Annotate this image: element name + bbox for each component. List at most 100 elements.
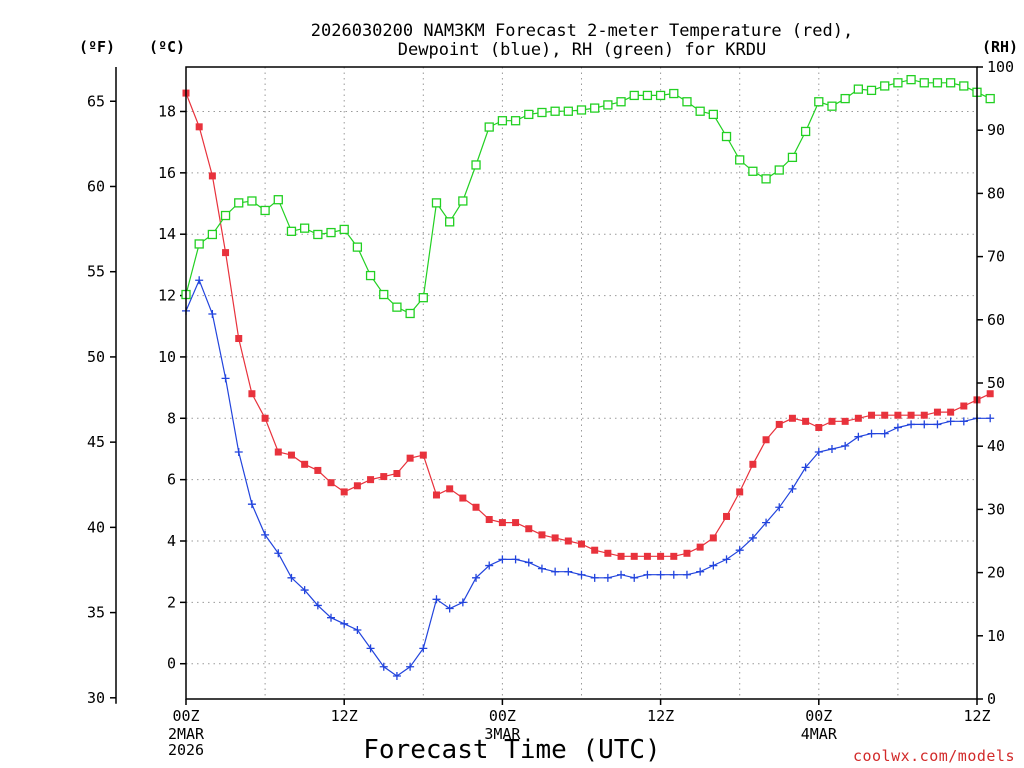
2-meter-temperature-point xyxy=(736,488,744,496)
2-meter-temperature-point xyxy=(591,546,599,554)
celsius-tick-label: 12 xyxy=(158,287,176,305)
rh-point xyxy=(629,90,639,101)
dewpoint-point xyxy=(788,484,797,493)
2-meter-temperature-point xyxy=(986,390,994,398)
rh-point xyxy=(761,174,771,184)
2-meter-temperature-point xyxy=(815,423,823,431)
2-meter-temperature-point xyxy=(828,417,836,425)
dewpoint-point xyxy=(313,601,322,610)
fahrenheit-tick-label: 50 xyxy=(87,348,105,366)
celsius-tick-label: 18 xyxy=(158,102,176,120)
dewpoint-point xyxy=(630,573,639,582)
2-meter-temperature-point xyxy=(696,543,704,551)
2-meter-temperature-point xyxy=(920,411,928,419)
plot-frame xyxy=(185,66,978,700)
dewpoint-point xyxy=(920,420,929,429)
2-meter-temperature-point xyxy=(235,335,243,343)
2-meter-temperature-line xyxy=(185,92,991,557)
rh-tick-label: 60 xyxy=(987,311,1005,329)
time-tick-label: 00Z xyxy=(172,707,199,725)
2-meter-temperature-point xyxy=(406,454,414,462)
time-tick-label: 00Z xyxy=(489,707,516,725)
2-meter-temperature-point xyxy=(340,488,348,496)
rh-point xyxy=(484,122,494,132)
dewpoint-point xyxy=(327,613,336,622)
dewpoint-point xyxy=(669,570,678,579)
rh-point xyxy=(445,217,455,227)
rh-point xyxy=(616,97,626,107)
dewpoint-point xyxy=(379,662,388,671)
2-meter-temperature-point xyxy=(788,414,796,422)
2-meter-temperature-point xyxy=(723,512,731,520)
rh-point xyxy=(418,293,428,303)
rh-point xyxy=(800,126,811,137)
dewpoint-point xyxy=(748,533,757,542)
2-meter-temperature-point xyxy=(459,494,467,502)
2-meter-temperature-point xyxy=(274,448,282,456)
dewpoint-point xyxy=(946,417,955,426)
dewpoint-point xyxy=(709,561,718,570)
2-meter-temperature-point xyxy=(261,414,269,422)
2-meter-temperature-point xyxy=(287,451,295,459)
2-meter-temperature-point xyxy=(314,466,322,474)
dewpoint-point xyxy=(564,567,573,576)
rh-point xyxy=(590,103,600,113)
fahrenheit-tick-label: 45 xyxy=(87,433,105,451)
2-meter-temperature-point xyxy=(195,123,203,131)
rh-point xyxy=(234,198,244,208)
rh-point xyxy=(524,109,534,120)
2-meter-temperature-point xyxy=(933,408,941,416)
2-meter-temperature-point xyxy=(301,460,309,468)
rh-tick-label: 0 xyxy=(987,690,996,708)
dewpoint-point xyxy=(762,518,771,527)
dewpoint-point xyxy=(485,561,494,570)
fahrenheit-tick-label: 30 xyxy=(87,689,105,707)
rh-tick-label: 20 xyxy=(987,564,1005,582)
2-meter-temperature-point xyxy=(604,549,612,557)
dewpoint-point xyxy=(775,503,784,512)
celsius-axis: 0 2 4 6 8 10 12 14 16 18 xyxy=(158,102,186,673)
rh-point xyxy=(866,85,877,96)
rh-point xyxy=(273,195,283,205)
rh-point xyxy=(840,93,850,104)
rh-point xyxy=(576,105,587,115)
dewpoint-point xyxy=(893,423,902,432)
time-tick-label: 12Z xyxy=(963,707,990,725)
rh-point xyxy=(339,224,349,235)
date-label: 4MAR xyxy=(801,725,838,743)
rh-point xyxy=(603,100,613,110)
dewpoint-point xyxy=(682,570,691,579)
dewpoint-point xyxy=(340,619,349,628)
2-meter-temperature-point xyxy=(446,485,454,493)
date-label: 2MAR xyxy=(168,725,205,743)
rh-point xyxy=(392,302,402,312)
celsius-tick-label: 6 xyxy=(167,471,176,489)
rh-point xyxy=(537,107,547,118)
rh-point xyxy=(682,97,692,107)
rh-tick-label: 90 xyxy=(987,121,1005,139)
rh-point xyxy=(959,81,969,91)
dewpoint-point xyxy=(537,564,546,573)
time-tick-label: 12Z xyxy=(331,707,358,725)
dewpoint-point xyxy=(551,567,560,576)
dewpoint-point xyxy=(432,595,441,604)
fahrenheit-axis: 30 35 40 45 50 55 60 65 xyxy=(87,67,117,707)
celsius-axis-unit: (ºC) xyxy=(149,38,185,56)
2-meter-temperature-point xyxy=(762,436,770,444)
chart-title-line-1: 2026030200 NAM3KM Forecast 2-meter Tempe… xyxy=(311,21,853,41)
2-meter-temperature-point xyxy=(498,519,506,527)
rh-point xyxy=(721,131,732,142)
celsius-tick-label: 2 xyxy=(167,593,176,611)
rh-point xyxy=(471,160,481,170)
2-meter-temperature-point xyxy=(353,482,361,490)
rh-point xyxy=(550,106,560,116)
time-tick-label: 12Z xyxy=(647,707,674,725)
rh-point xyxy=(695,106,705,116)
dewpoint-point xyxy=(274,549,283,558)
chart-title-line-2: Dewpoint (blue), RH (green) for KRDU xyxy=(398,40,766,60)
2-meter-temperature-point xyxy=(709,534,717,542)
celsius-tick-label: 16 xyxy=(158,164,176,182)
rh-point xyxy=(194,239,204,249)
dewpoint-point xyxy=(907,420,916,429)
